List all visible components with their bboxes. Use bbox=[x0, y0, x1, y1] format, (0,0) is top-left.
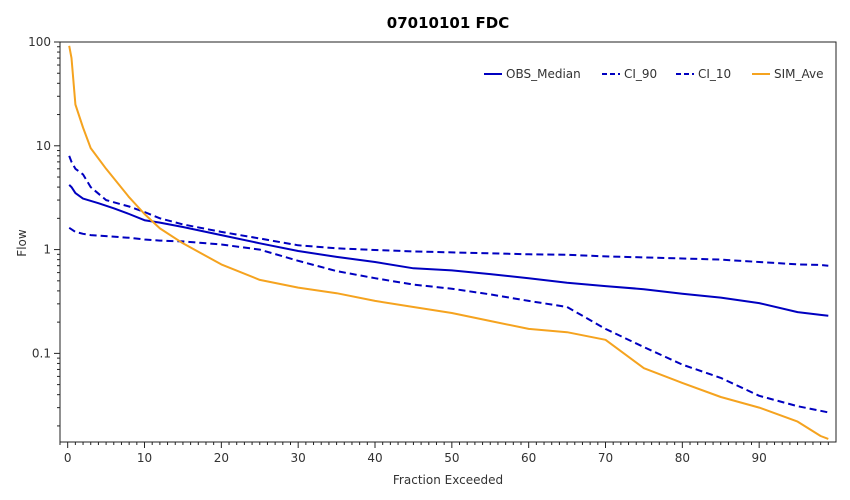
legend-label: CI_90 bbox=[624, 67, 657, 81]
y-tick-label: 1 bbox=[43, 243, 51, 257]
x-tick-label: 10 bbox=[137, 451, 152, 465]
x-tick-label: 30 bbox=[291, 451, 306, 465]
series-line-sim-ave bbox=[68, 45, 829, 440]
legend-label: OBS_Median bbox=[506, 67, 581, 81]
x-tick-label: 20 bbox=[214, 451, 229, 465]
y-tick-label: 0.1 bbox=[32, 346, 51, 360]
y-tick-label: 100 bbox=[28, 35, 51, 49]
legend: OBS_Median CI_90 CI_10 SIM_Ave bbox=[484, 67, 824, 81]
x-tick-label: 0 bbox=[64, 451, 72, 465]
x-tick-label: 50 bbox=[444, 451, 459, 465]
x-tick-label: 70 bbox=[598, 451, 613, 465]
legend-label: SIM_Ave bbox=[774, 67, 824, 81]
y-axis-label: Flow bbox=[15, 229, 29, 257]
legend-label: CI_10 bbox=[698, 67, 731, 81]
x-tick-label: 60 bbox=[521, 451, 536, 465]
x-tick-label: 80 bbox=[675, 451, 690, 465]
x-axis: 0 10 20 30 40 50 60 70 80 90 bbox=[59, 442, 829, 465]
series-layer bbox=[68, 45, 829, 440]
series-line-ci-10 bbox=[68, 226, 829, 414]
series-line-obs-median bbox=[68, 184, 829, 317]
chart-title: 07010101 FDC bbox=[387, 14, 509, 32]
series-line-ci-90 bbox=[68, 155, 829, 267]
x-tick-label: 90 bbox=[752, 451, 767, 465]
x-axis-label: Fraction Exceeded bbox=[393, 473, 503, 487]
y-axis: 0.1 1 10 100 bbox=[28, 35, 60, 427]
plot-area-frame bbox=[59, 41, 837, 443]
y-tick-label: 10 bbox=[36, 139, 51, 153]
x-tick-label: 40 bbox=[367, 451, 382, 465]
